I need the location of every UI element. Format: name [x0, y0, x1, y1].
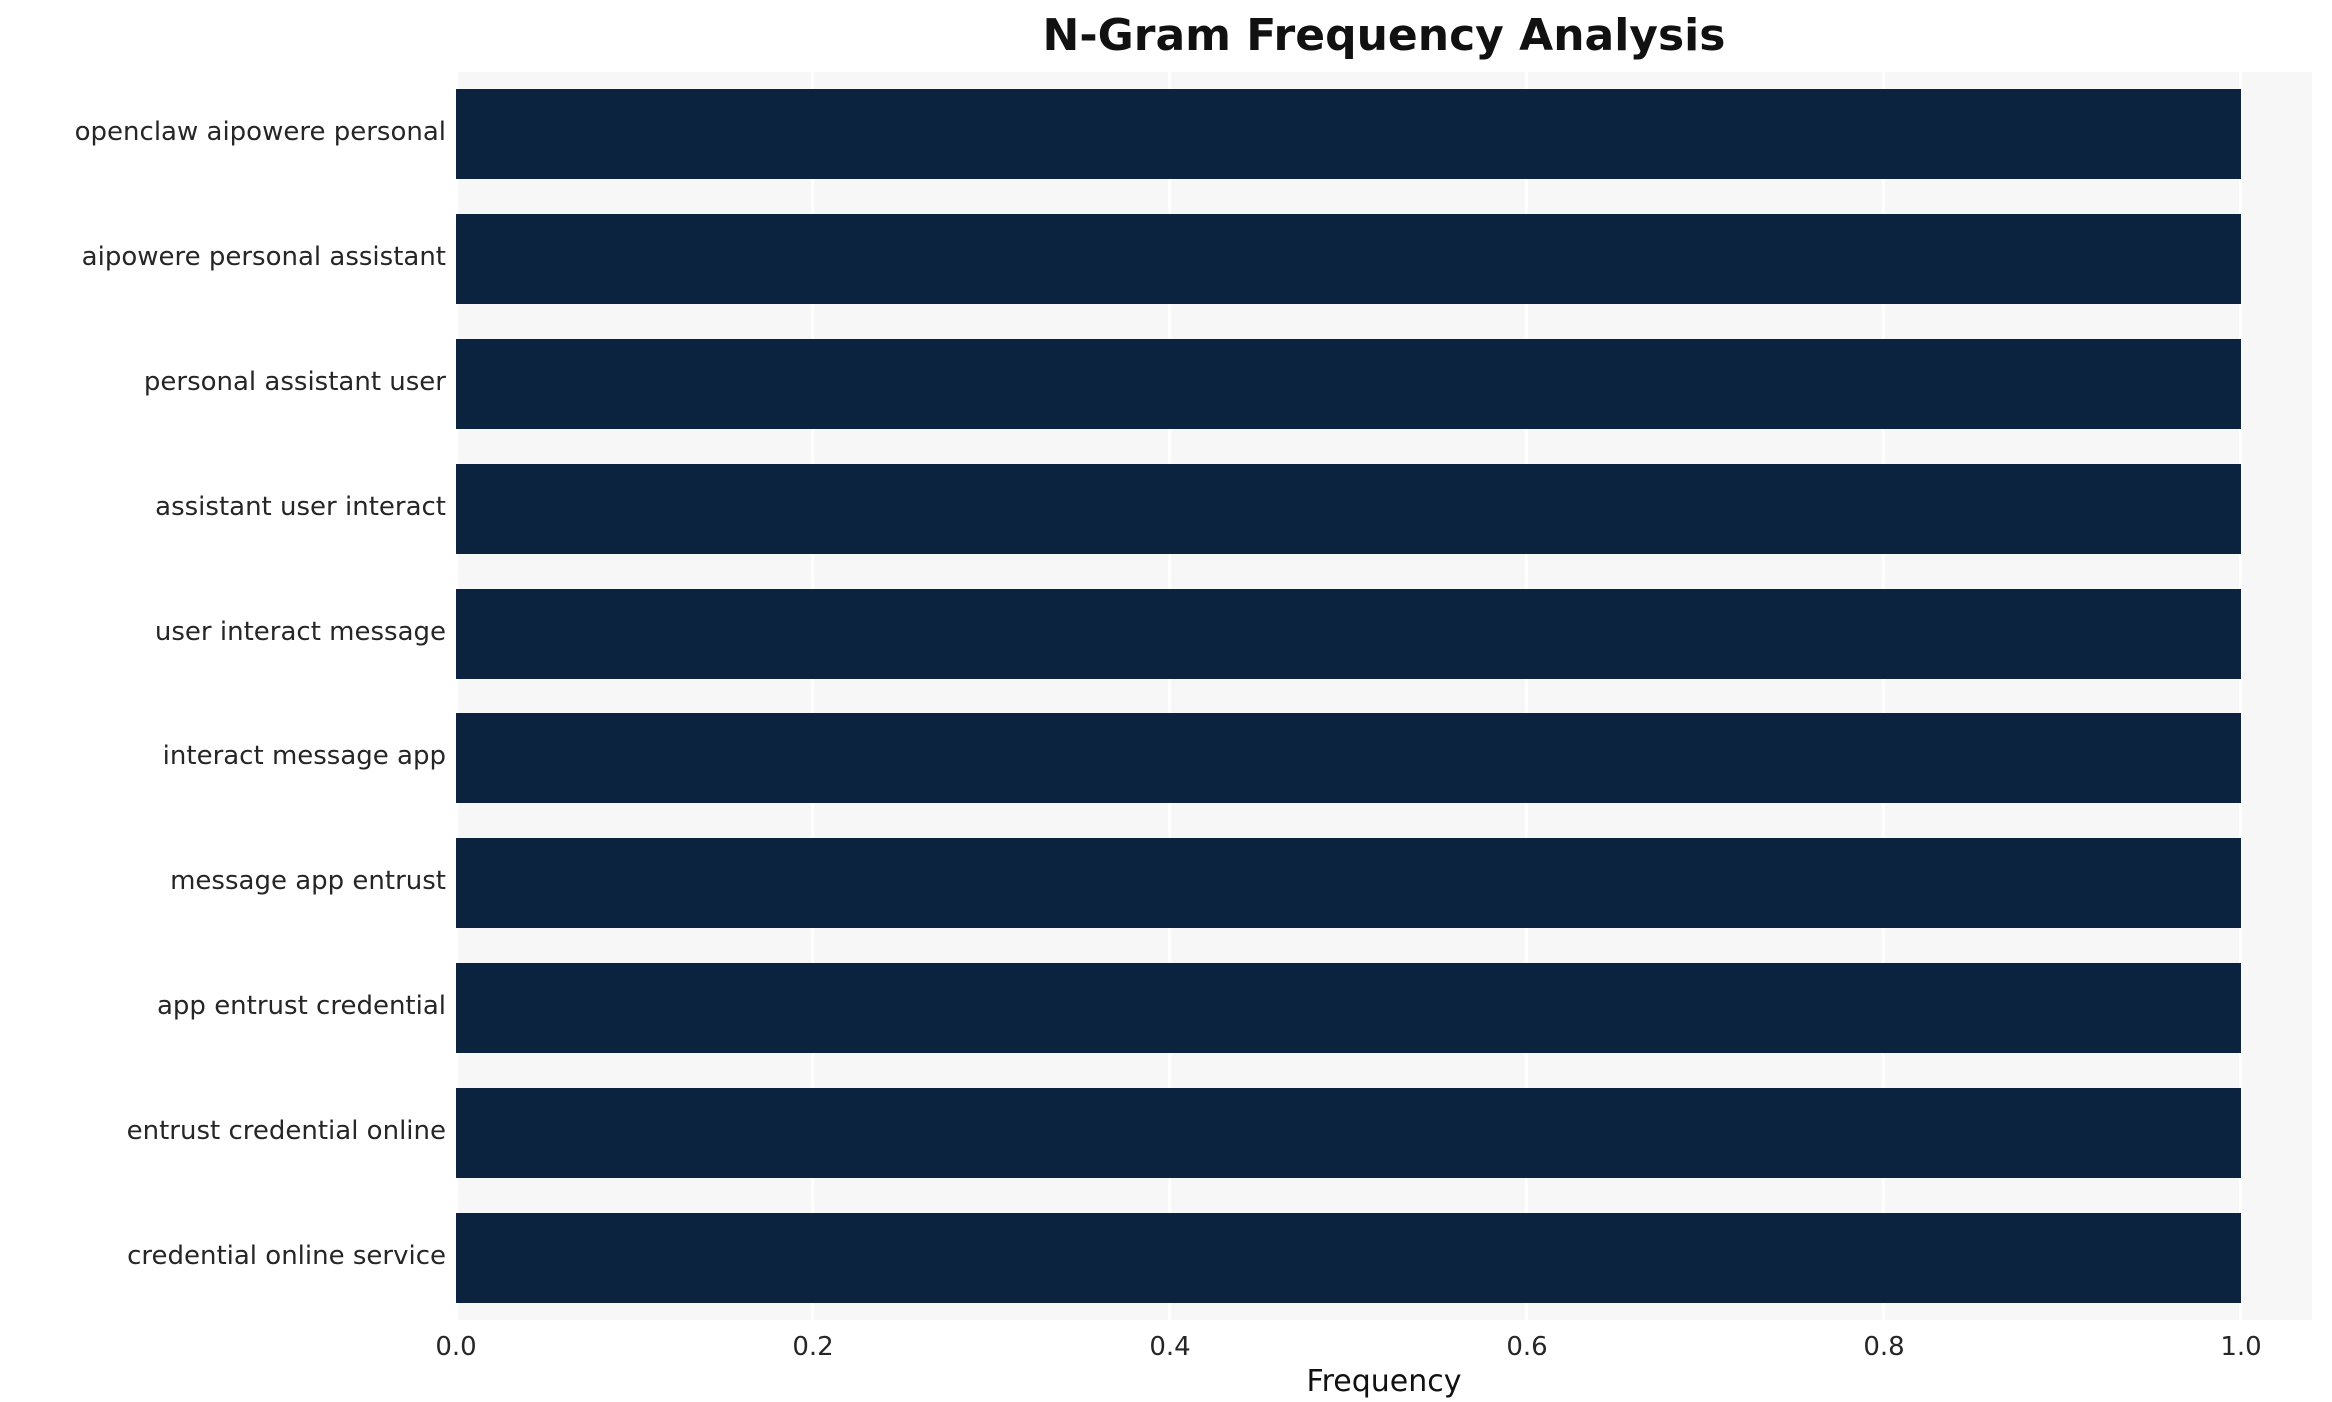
x-tick-1.0: 1.0 [2220, 1332, 2262, 1362]
gridline-x-1.0 [2239, 72, 2243, 1320]
bar-message-app-entrust [456, 838, 2241, 928]
y-label-personal-assistant-user: personal assistant user [143, 367, 446, 397]
x-tick-0.0: 0.0 [435, 1332, 477, 1362]
y-label-user-interact-message: user interact message [154, 617, 446, 647]
chart-title: N-Gram Frequency Analysis [1042, 10, 1726, 61]
plot-area [454, 72, 2312, 1320]
gridline-x-0.2 [811, 72, 815, 1320]
gridline-x-0.0 [454, 72, 458, 1320]
bar-aipowere-personal-assistant [456, 214, 2241, 304]
x-tick-0.6: 0.6 [1506, 1332, 1548, 1362]
x-tick-0.8: 0.8 [1863, 1332, 1905, 1362]
gridline-x-0.4 [1168, 72, 1172, 1320]
y-label-aipowere-personal-assistant: aipowere personal assistant [81, 242, 446, 272]
bar-assistant-user-interact [456, 464, 2241, 554]
y-label-assistant-user-interact: assistant user interact [155, 492, 446, 522]
x-axis-title: Frequency [1306, 1364, 1462, 1399]
gridline-x-0.6 [1525, 72, 1529, 1320]
bar-credential-online-service [456, 1213, 2241, 1303]
bar-interact-message-app [456, 713, 2241, 803]
bar-openclaw-aipowere-personal [456, 89, 2241, 179]
y-label-openclaw-aipowere-personal: openclaw aipowere personal [74, 117, 446, 147]
bar-user-interact-message [456, 589, 2241, 679]
bar-app-entrust-credential [456, 963, 2241, 1053]
bar-personal-assistant-user [456, 339, 2241, 429]
x-tick-0.2: 0.2 [792, 1332, 834, 1362]
y-label-app-entrust-credential: app entrust credential [156, 991, 446, 1021]
y-label-message-app-entrust: message app entrust [170, 866, 446, 896]
y-label-credential-online-service: credential online service [127, 1241, 446, 1271]
gridline-x-0.8 [1882, 72, 1886, 1320]
bar-entrust-credential-online [456, 1088, 2241, 1178]
x-tick-0.4: 0.4 [1149, 1332, 1191, 1362]
y-label-interact-message-app: interact message app [162, 741, 446, 771]
y-label-entrust-credential-online: entrust credential online [126, 1116, 446, 1146]
